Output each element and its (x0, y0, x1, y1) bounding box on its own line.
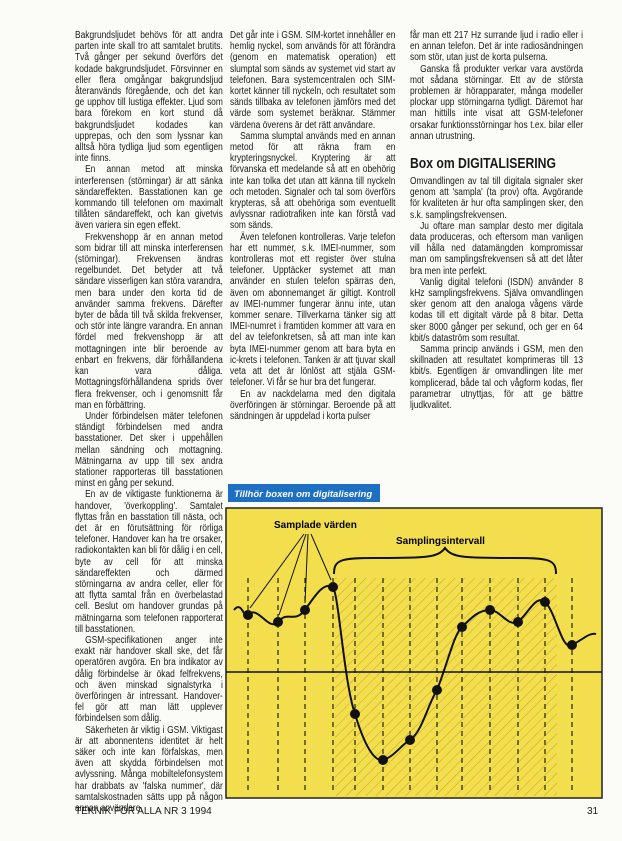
paragraph: Frekvenshopp är en annan metod som bidra… (75, 231, 223, 411)
interval-brace (333, 546, 557, 575)
paragraph: Det går inte i GSM. SIM-kortet innehålle… (230, 30, 396, 131)
paragraph: GSM-specifikationen anger inte exakt när… (75, 634, 223, 725)
figure: Tillhör boxen om digitalisering Samplade… (225, 484, 603, 799)
column: Det går inte i GSM. SIM-kortet innehålle… (230, 30, 395, 422)
paragraph: Säkerheten är viktig i GSM. Viktigast är… (75, 724, 223, 815)
paragraph: Vanlig digital telefoni (ISDN) använder … (410, 276, 584, 344)
paragraph: En av nackdelarna med den digitala överf… (230, 388, 396, 422)
paragraph: En av de viktigaste funktionerna är hand… (75, 489, 223, 635)
box-heading: Box om DIGITALISERING (410, 156, 556, 173)
column: får man ett 217 Hz surrande ljud i radio… (410, 30, 583, 411)
paragraph: Bakgrundsljudet behövs för att andra par… (75, 30, 223, 165)
paragraph: får man ett 217 Hz surrande ljud i radio… (410, 30, 584, 64)
figure-caption: Tillhör boxen om digitalisering (234, 489, 372, 500)
paragraph: Ganska få produkter verkar vara avstörda… (410, 63, 584, 142)
paragraph: Samma slumptal används med en annan meto… (230, 130, 396, 232)
sample-arrows (249, 533, 332, 616)
sample-dots (243, 582, 577, 765)
paragraph: Samma princip används i GSM, men den ski… (410, 344, 584, 412)
footer-magazine: TEKNIK FÖR ALLA NR 3 1994 (75, 806, 212, 817)
paragraph: Även telefonen kontrolleras. Varje telef… (230, 231, 396, 389)
caption-bar (228, 484, 380, 502)
paragraph: Omvandlingen av tal till digitala signal… (410, 176, 584, 221)
paragraph: En annan metod att minska interferensen … (75, 164, 223, 232)
paragraph: Under förbindelsen mäter telefonen ständ… (75, 410, 223, 490)
page-number: 31 (587, 806, 599, 817)
paragraph: Ju oftare man samplar desto mer digitala… (410, 220, 584, 277)
column: Bakgrundsljudet behövs för att andra par… (75, 30, 223, 814)
hatched-area (335, 578, 557, 796)
label-interval: Samplingsintervall (396, 536, 485, 547)
label-samples: Samplade värden (274, 520, 357, 531)
